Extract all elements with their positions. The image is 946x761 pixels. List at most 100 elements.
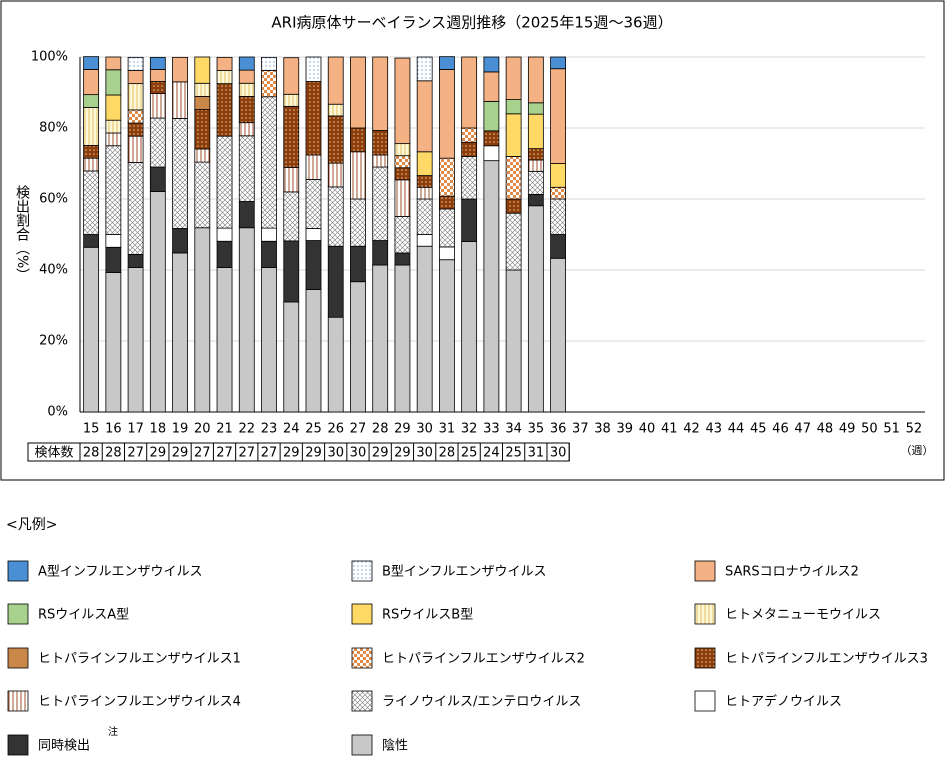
bar-segment	[416, 151, 433, 176]
bar-segment	[394, 215, 411, 254]
bar-segment	[483, 56, 500, 73]
x-tick-label: 22	[239, 422, 256, 437]
bar-segment	[372, 56, 389, 131]
legend-label: ヒトパラインフルエンザウイルス1	[38, 652, 241, 667]
bar-segment	[439, 246, 455, 261]
count-value: 25	[461, 446, 478, 461]
bar-segment	[172, 252, 188, 413]
bar-segment	[327, 162, 344, 188]
bar-segment	[416, 175, 433, 188]
bar-segment	[216, 240, 233, 268]
bar-segment	[216, 70, 233, 85]
bar-segment	[283, 240, 300, 303]
bar-segment	[350, 127, 366, 153]
bar-segment	[305, 56, 322, 82]
legend-swatch	[7, 603, 29, 625]
count-value: 29	[172, 446, 189, 461]
y-tick-label: 100%	[31, 50, 68, 65]
x-tick-label: 32	[461, 422, 478, 437]
count-value: 29	[150, 446, 167, 461]
bar-segment	[527, 148, 544, 161]
bar-segment	[149, 93, 166, 119]
bar-segment	[483, 71, 500, 102]
legend-title: <凡例>	[6, 517, 57, 533]
bar-segment	[305, 81, 322, 156]
count-value: 27	[239, 446, 256, 461]
bar-segment	[127, 135, 144, 163]
bar-segment	[416, 186, 433, 200]
bar-segment	[372, 240, 389, 266]
legend-label: 陰性	[382, 739, 408, 754]
x-tick-label: 27	[350, 422, 367, 437]
legend-label: ヒトアデノウイルス	[725, 694, 842, 710]
bar-segment	[105, 234, 122, 248]
legend-swatch	[351, 603, 373, 625]
bar-segment	[194, 161, 211, 229]
bar-segment	[216, 267, 233, 413]
chart-title: ARI病原体サーベイランス週別推移（2025年15週～36週）	[271, 14, 672, 32]
bar-segment	[527, 170, 544, 195]
bar-segment	[83, 170, 100, 235]
x-tick-label: 40	[639, 422, 656, 437]
x-tick-label: 45	[750, 422, 767, 437]
x-tick-label: 16	[105, 422, 122, 437]
bar-segment	[505, 269, 522, 413]
x-tick-label: 37	[572, 422, 589, 437]
bar-segment	[283, 105, 300, 168]
bar-segment	[172, 56, 188, 83]
bar-segment	[327, 103, 344, 117]
legend-label: ライノウイルス/エンテロウイルス	[382, 695, 581, 710]
bar-segment	[461, 141, 478, 157]
bar-segment	[550, 68, 566, 164]
x-tick-label: 35	[528, 422, 545, 437]
bar-segment	[283, 167, 300, 193]
bar-segment	[416, 234, 433, 247]
bar-segment	[372, 264, 389, 413]
y-tick-label: 0%	[47, 405, 68, 420]
bar-segment	[550, 163, 566, 188]
bar-segment	[238, 96, 255, 124]
count-value: 28	[83, 446, 100, 461]
bar-segment	[327, 245, 344, 318]
bar-segment	[261, 267, 277, 413]
bar-segment	[394, 252, 411, 266]
bar-segment	[172, 118, 188, 229]
bar-segment	[461, 241, 478, 413]
y-tick-label: 80%	[39, 121, 68, 136]
x-tick-label: 33	[483, 422, 500, 437]
bar-segment	[105, 246, 122, 273]
y-tick-label: 40%	[39, 263, 68, 278]
legend-label: A型インフルエンザウイルス	[38, 565, 203, 580]
bar-segment	[216, 56, 233, 71]
count-value: 29	[394, 446, 411, 461]
x-tick-label: 38	[594, 422, 611, 437]
bar-segment	[127, 253, 144, 268]
x-tick-label: 44	[728, 422, 745, 437]
bar-segment	[194, 109, 211, 150]
bar-segment	[394, 264, 411, 413]
bar-segment	[505, 99, 522, 115]
bar-segment	[527, 113, 544, 149]
legend-label: B型インフルエンザウイルス	[382, 565, 547, 580]
count-value: 27	[261, 446, 278, 461]
x-tick-label: 39	[617, 422, 634, 437]
count-value: 30	[550, 446, 567, 461]
bar-segment	[149, 81, 166, 94]
bar-segment	[461, 155, 478, 200]
bar-segment	[238, 56, 255, 71]
bar-segment	[149, 56, 166, 70]
bar-segment	[261, 70, 277, 98]
x-tick-label: 24	[283, 422, 300, 437]
x-tick-label: 23	[261, 422, 278, 437]
bar-segment	[83, 69, 100, 96]
bar-segment	[439, 157, 455, 197]
bar-segment	[305, 228, 322, 241]
bar-segment	[216, 227, 233, 242]
count-value: 30	[416, 446, 433, 461]
bar-segment	[216, 135, 233, 229]
bar-segment	[283, 191, 300, 242]
y-axis-label: 検出割合（%）	[14, 185, 30, 282]
bar-segment	[127, 109, 144, 124]
bar-segment	[350, 281, 366, 413]
bar-segment	[83, 56, 100, 70]
